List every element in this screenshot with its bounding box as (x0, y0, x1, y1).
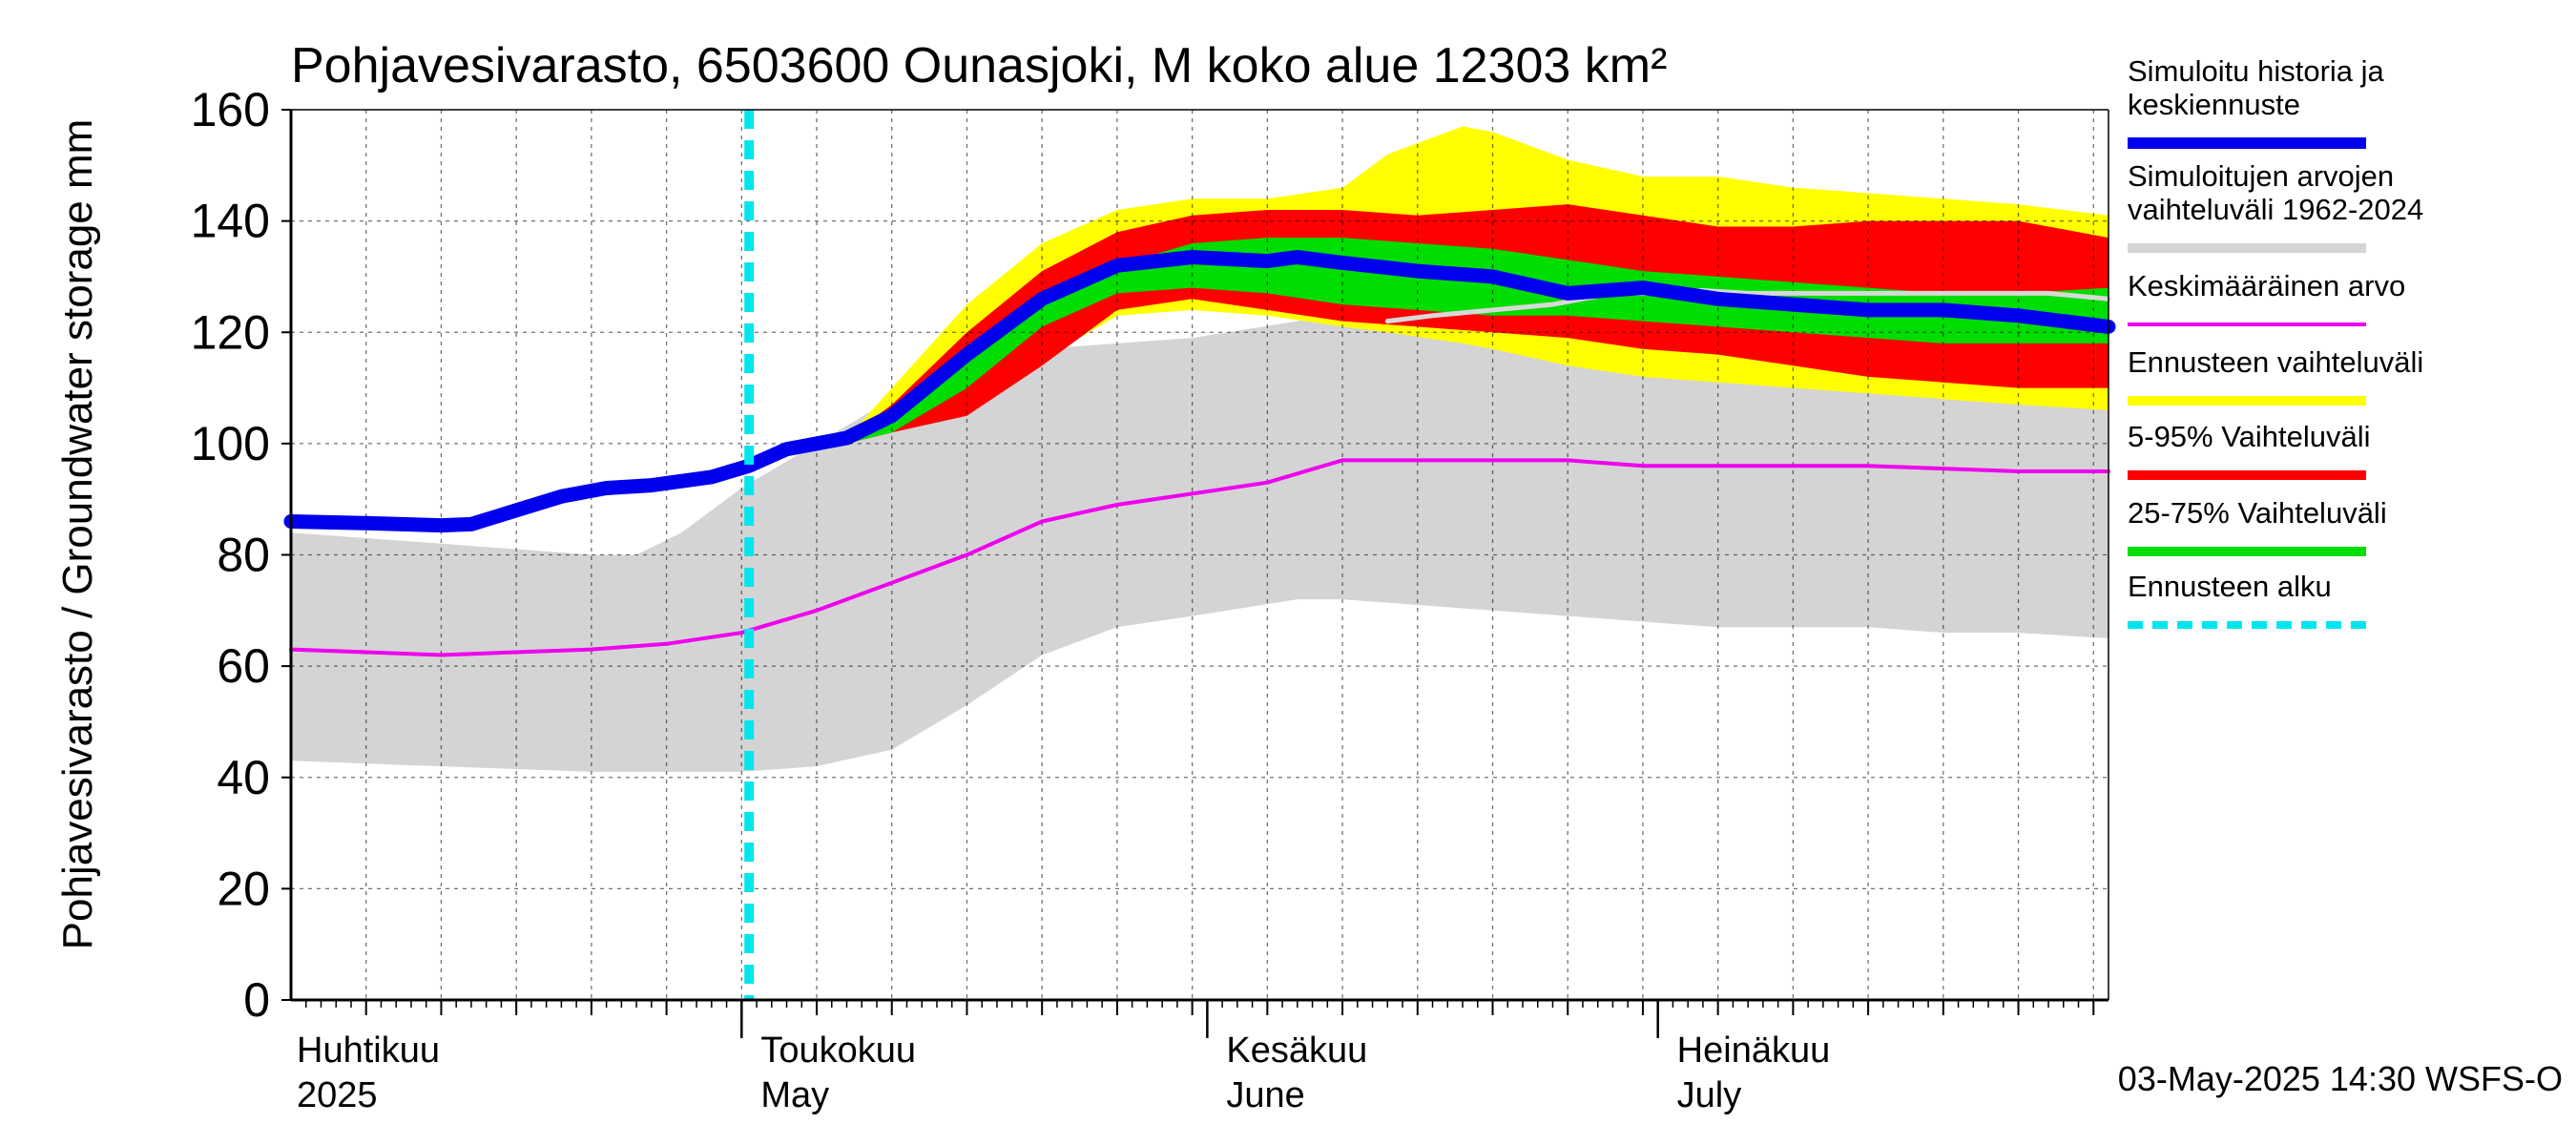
line-keskimaarainen-arvo (289, 458, 2110, 657)
legend-label-3: Keskimääräinen arvo (2128, 269, 2405, 302)
line-simuloitu-historia-ja-keskiennuste (283, 250, 2116, 533)
y-tick-label: 140 (191, 195, 270, 248)
x-month-label-fi: Heinäkuu (1677, 1030, 1831, 1071)
x-month-label-en: June (1226, 1075, 1304, 1115)
band-5-95-vaihteluvali (749, 204, 2109, 461)
y-tick-label: 60 (217, 639, 270, 693)
y-axis-label: Pohjavesivarasto / Groundwater storage m… (54, 119, 101, 950)
y-tick-label: 100 (191, 417, 270, 470)
chart-title: Pohjavesivarasto, 6503600 Ounasjoki, M k… (291, 38, 1667, 94)
y-tick-label: 80 (217, 529, 270, 582)
x-month-label-en: 2025 (297, 1075, 378, 1115)
y-tick-label: 40 (217, 751, 270, 804)
legend-label-4: Ennusteen vaihteluväli (2128, 345, 2423, 379)
x-month-label-en: July (1677, 1075, 1742, 1115)
legend-label-7: Ennusteen alku (2128, 570, 2332, 603)
grid-layer (291, 110, 2109, 1000)
line-simuloitu-keskiarvo-harmaa (1384, 288, 2111, 324)
legend-label-2: vaihteluväli 1962-2024 (2128, 193, 2423, 226)
x-month-label-en: May (760, 1075, 829, 1115)
y-tick-label: 160 (191, 83, 270, 136)
x-month-label-fi: Huhtikuu (297, 1030, 440, 1071)
y-tick-label: 0 (243, 973, 270, 1027)
legend-label-2: Simuloitujen arvojen (2128, 159, 2394, 193)
legend-label-6: 25-75% Vaihteluväli (2128, 496, 2387, 530)
y-tick-label: 20 (217, 862, 270, 915)
legend-label-1: keskiennuste (2128, 88, 2300, 121)
legend-label-1: Simuloitu historia ja (2128, 54, 2385, 88)
legend-label-5: 5-95% Vaihteluväli (2128, 420, 2370, 453)
y-tick-label: 120 (191, 305, 270, 359)
x-month-label-fi: Toukokuu (760, 1030, 916, 1071)
x-month-label-fi: Kesäkuu (1226, 1030, 1367, 1071)
band-simuloitujen-arvojen-vaihteluvali-1962-2024 (291, 309, 2109, 772)
timestamp: 03-May-2025 14:30 WSFS-O (2118, 1059, 2563, 1098)
line-layer (283, 250, 2116, 657)
